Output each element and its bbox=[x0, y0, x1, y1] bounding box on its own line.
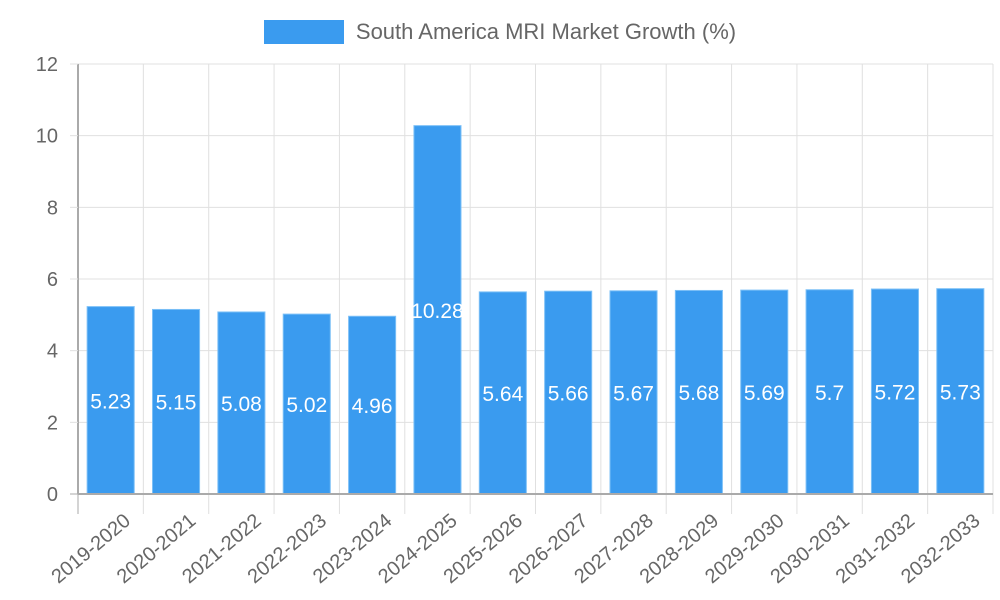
bar bbox=[805, 289, 854, 495]
bar-value-label: 5.02 bbox=[286, 394, 327, 417]
bar-value-label: 10.28 bbox=[411, 300, 464, 323]
bar bbox=[609, 290, 658, 495]
y-tick-label: 12 bbox=[36, 54, 58, 76]
chart-legend[interactable]: South America MRI Market Growth (%) bbox=[0, 18, 1000, 46]
bar bbox=[870, 288, 919, 495]
grid-lines bbox=[77, 63, 994, 514]
bar bbox=[282, 313, 331, 495]
bar-value-label: 5.7 bbox=[815, 382, 844, 405]
bar-value-label: 4.96 bbox=[352, 395, 393, 418]
legend-label: South America MRI Market Growth (%) bbox=[355, 19, 737, 44]
bar-value-label: 5.23 bbox=[90, 390, 131, 413]
x-axis-ticks: 2019-20202020-20212021-20222022-20232023… bbox=[47, 510, 984, 588]
legend-swatch bbox=[263, 20, 344, 44]
bar-value-label: 5.73 bbox=[940, 381, 981, 404]
bar bbox=[544, 290, 593, 495]
bar-value-label: 5.68 bbox=[678, 382, 719, 405]
y-tick-label: 6 bbox=[47, 269, 58, 291]
bar-value-label: 5.08 bbox=[221, 393, 262, 416]
bar-value-label: 5.72 bbox=[875, 382, 916, 405]
bar bbox=[413, 125, 462, 495]
bar bbox=[478, 291, 527, 495]
y-axis-ticks: 0 2 4 6 8 10 12 bbox=[36, 54, 78, 506]
y-tick-label: 0 bbox=[47, 484, 58, 506]
bar bbox=[348, 315, 397, 495]
bar-value-label: 5.15 bbox=[156, 392, 197, 415]
data-labels: 5.23 5.15 5.08 5.02 4.96 10.28 5.64 5.66 5.67 5.6… bbox=[90, 300, 981, 418]
y-tick-label: 8 bbox=[47, 197, 58, 219]
bar-value-label: 5.67 bbox=[613, 382, 654, 405]
y-tick-label: 4 bbox=[47, 341, 58, 363]
bar bbox=[86, 306, 135, 495]
bar-value-label: 5.66 bbox=[548, 383, 589, 406]
bar bbox=[152, 308, 201, 495]
bar bbox=[217, 311, 266, 495]
y-tick-label: 10 bbox=[36, 126, 58, 148]
bar-value-label: 5.69 bbox=[744, 382, 785, 405]
bar-value-label: 5.64 bbox=[482, 383, 523, 406]
bars bbox=[86, 125, 985, 495]
y-tick-label: 2 bbox=[47, 412, 58, 434]
